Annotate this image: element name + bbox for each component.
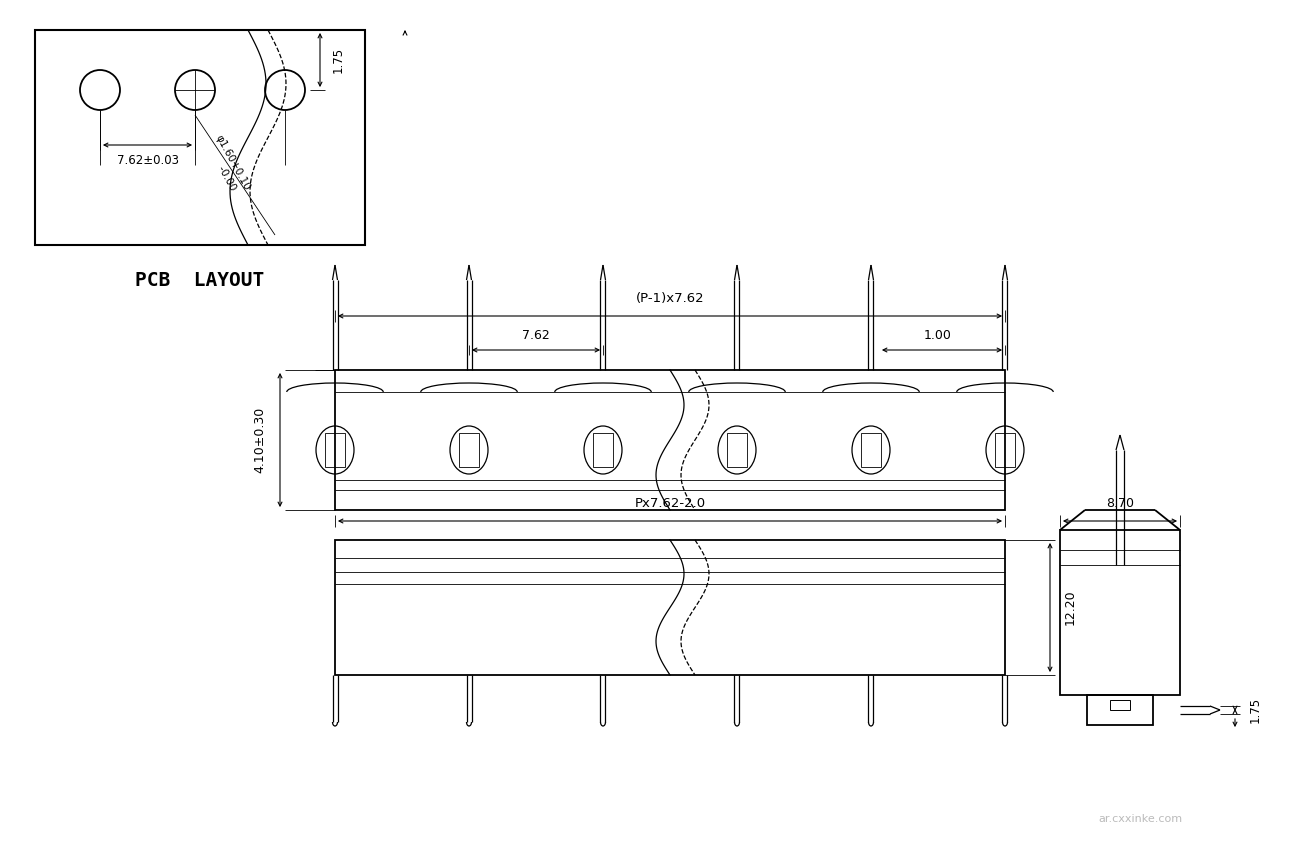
Text: 7.62: 7.62 [522,328,550,342]
Bar [1061,530,1180,695]
Bar [35,30,365,245]
Text: 1.00: 1.00 [925,328,952,342]
Text: 7.62±0.03: 7.62±0.03 [117,154,179,166]
Text: ar.cxxinke.com: ar.cxxinke.com [1098,814,1182,824]
Text: Px7.62-2.0: Px7.62-2.0 [635,496,706,510]
Bar [325,433,344,467]
Text: PCB  LAYOUT: PCB LAYOUT [136,270,264,289]
Bar [335,370,1005,510]
Bar [458,433,479,467]
Text: 4.10±0.30: 4.10±0.30 [254,407,267,473]
Bar [726,433,747,467]
Text: 8.70: 8.70 [1106,496,1134,510]
Bar [1087,695,1153,725]
Bar [861,433,881,467]
Bar [335,540,1005,675]
Text: 1.75: 1.75 [332,47,344,73]
Bar [593,433,613,467]
Bar [995,433,1015,467]
Bar [1110,700,1131,710]
Text: 12.20: 12.20 [1063,589,1076,625]
Text: φ1.60+0.10
       -0.00: φ1.60+0.10 -0.00 [203,133,251,197]
Text: (P-1)x7.62: (P-1)x7.62 [636,291,704,305]
Text: 1.75: 1.75 [1248,697,1261,723]
